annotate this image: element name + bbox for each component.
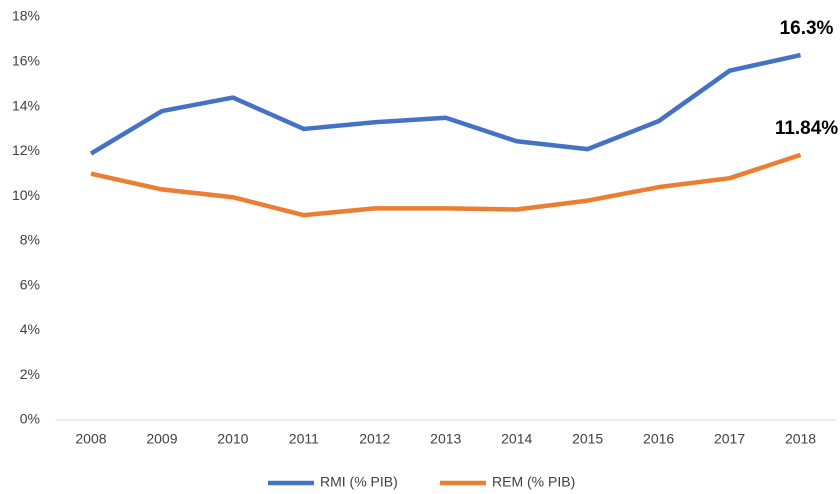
x-tick-label: 2014 xyxy=(501,431,532,447)
y-tick-label: 8% xyxy=(20,232,40,248)
data-label: 16.3% xyxy=(780,18,834,39)
x-tick-label: 2009 xyxy=(146,431,177,447)
y-tick-label: 10% xyxy=(12,187,40,203)
x-tick-label: 2008 xyxy=(75,431,106,447)
x-tick-label: 2013 xyxy=(430,431,461,447)
x-tick-label: 2011 xyxy=(289,431,319,447)
y-tick-label: 4% xyxy=(20,321,40,337)
x-tick-label: 2015 xyxy=(572,431,603,447)
x-tick-label: 2018 xyxy=(785,431,816,447)
legend-label: REM (% PIB) xyxy=(492,474,575,490)
x-tick-label: 2012 xyxy=(359,431,390,447)
data-label: 11.84% xyxy=(775,118,838,139)
x-tick-label: 2017 xyxy=(714,431,745,447)
y-tick-label: 18% xyxy=(12,8,40,24)
y-tick-label: 2% xyxy=(20,366,40,382)
y-tick-label: 16% xyxy=(12,52,40,68)
x-tick-label: 2016 xyxy=(643,431,674,447)
line xyxy=(89,52,802,156)
legend-label: RMI (% PIB) xyxy=(320,474,398,490)
y-tick-label: 0% xyxy=(20,411,40,427)
y-tick-label: 14% xyxy=(12,97,40,113)
x-tick-label: 2010 xyxy=(217,431,248,447)
y-tick-label: 6% xyxy=(20,276,40,292)
y-tick-label: 12% xyxy=(12,142,40,158)
line xyxy=(90,152,802,218)
